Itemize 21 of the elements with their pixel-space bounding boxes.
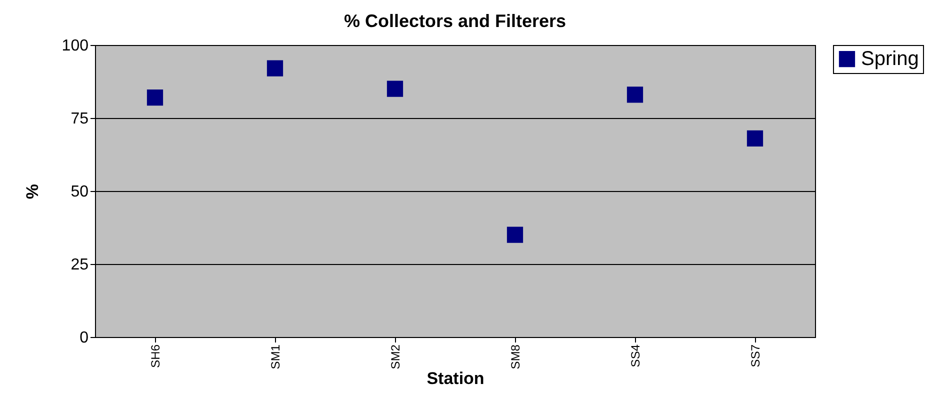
- point: [386, 80, 404, 97]
- x-axis-title: Station: [426, 369, 484, 388]
- x-tick-label: SH6: [148, 344, 162, 368]
- point: [266, 60, 284, 76]
- legend-label: Spring: [861, 48, 919, 70]
- y-tick-label: 50: [70, 184, 89, 200]
- y-tick-label: 25: [70, 256, 89, 274]
- point: [146, 90, 164, 106]
- chart-title: % Collectors and Filterers: [344, 11, 566, 31]
- y-tick-label: 100: [62, 38, 89, 54]
- x-tick-label: SM1: [268, 344, 282, 370]
- x-tick-label: SM8: [508, 344, 522, 370]
- point: [746, 130, 764, 147]
- x-tick-label: SS7: [748, 344, 762, 368]
- y-tick-label: 75: [70, 110, 89, 128]
- y-tick-label: 0: [80, 330, 89, 346]
- x-tick-label: SM2: [388, 344, 402, 370]
- point: [626, 86, 644, 103]
- point: [506, 226, 524, 243]
- x-tick-label: SS4: [628, 344, 642, 368]
- y-axis-title: %: [22, 184, 42, 200]
